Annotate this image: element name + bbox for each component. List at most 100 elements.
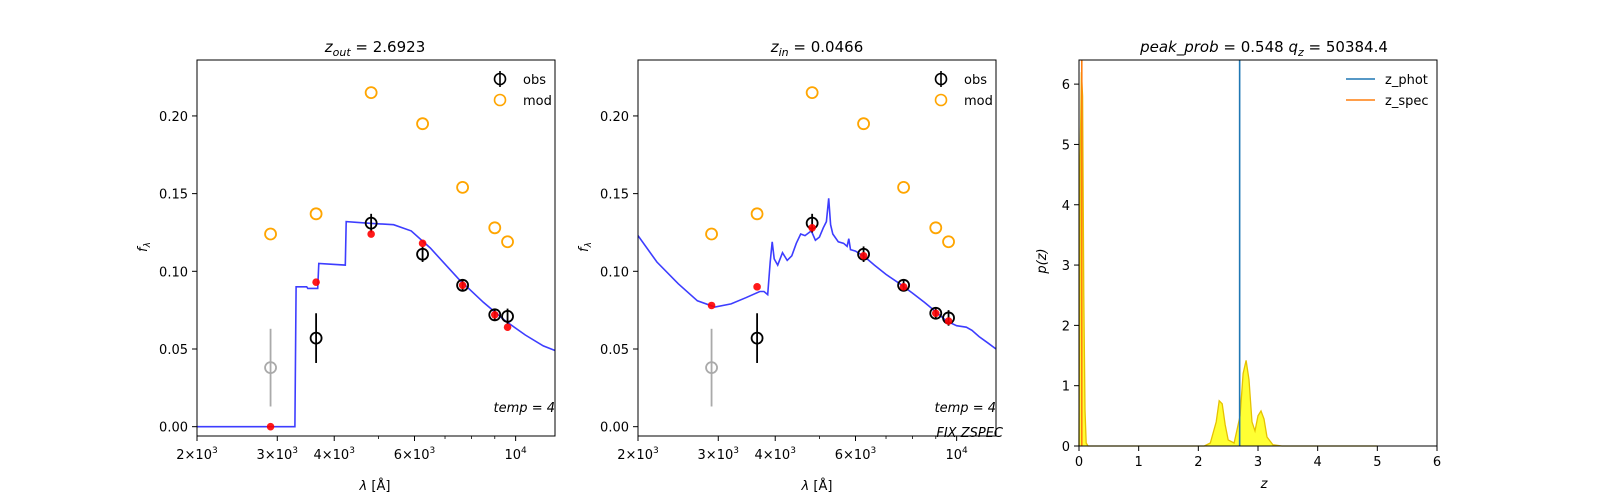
mod-marker: [501, 235, 514, 249]
y-tick-label: 0.00: [600, 421, 629, 436]
obs-marker: [750, 331, 764, 345]
obs-marker: [929, 306, 943, 320]
y-tick-label: 0.10: [600, 265, 629, 280]
pz-area: [1079, 72, 1378, 446]
mod-marker: [805, 86, 819, 100]
obs-excluded-marker: [705, 361, 718, 375]
axes-frame: [1078, 59, 1438, 447]
legend-mod-label: mod: [523, 94, 552, 109]
model-flux-dot: [931, 309, 940, 318]
y-tick-label: 3: [1062, 259, 1070, 274]
pz-curve: [1078, 72, 1378, 447]
obs-marker: [456, 278, 469, 292]
y-tick-label: 2: [1062, 319, 1070, 334]
x-tick-label: 1: [1135, 455, 1143, 470]
mod-marker: [416, 117, 429, 131]
x-tick-label: 5: [1373, 455, 1381, 470]
obs-marker: [501, 309, 514, 323]
annotation-temp: temp = 4: [494, 401, 555, 416]
model-flux-dot: [490, 311, 499, 319]
y-tick-label: 4: [1062, 199, 1070, 214]
y-axis-label: fλ: [577, 242, 594, 252]
legend-mod-marker: [493, 93, 507, 107]
mod-marker: [309, 207, 323, 221]
chart-title: zin = 0.0466: [770, 38, 864, 59]
obs-marker: [309, 331, 323, 345]
legend-obs-label: obs: [964, 73, 987, 88]
model-flux-dot: [944, 317, 953, 325]
model-flux-dot: [367, 230, 375, 238]
model-flux-dot: [859, 251, 868, 260]
template-spectrum-line: [197, 220, 555, 428]
y-tick-label: 0.05: [159, 343, 188, 358]
y-axis-label: fλ: [136, 242, 153, 252]
panel-zin: zin = 0.0466 λ [Å] fλ 2×103 3×103 4×103 6×1…: [577, 38, 1004, 494]
legend-obs-label: obs: [523, 73, 546, 88]
mod-marker: [456, 181, 469, 194]
legend-zspec-label: z_spec: [1385, 94, 1429, 109]
y-tick-label: 0.05: [600, 343, 629, 358]
x-axis-label: z: [1260, 477, 1269, 492]
mod-marker: [488, 221, 502, 235]
obs-marker: [364, 216, 378, 230]
y-tick-label: 0.15: [159, 188, 188, 203]
mod-marker: [897, 181, 910, 194]
model-flux-dot: [899, 283, 908, 291]
x-tick-label: 2×103: [617, 446, 658, 463]
obs-marker: [416, 247, 429, 261]
x-axis-label: λ [Å]: [801, 478, 833, 494]
legend-mod-label: mod: [964, 94, 993, 109]
x-tick-label: 0: [1075, 455, 1083, 470]
x-tick-label: 3: [1254, 455, 1262, 470]
y-tick-label: 0.10: [159, 265, 188, 280]
y-tick-label: 0.15: [600, 188, 629, 203]
annotation-fix-zspec: FIX ZSPEC: [936, 426, 1004, 441]
obs-marker: [857, 247, 870, 261]
y-tick-label: 1: [1062, 380, 1070, 395]
mod-marker: [705, 227, 718, 241]
legend: obs mod: [934, 71, 993, 109]
model-flux-dot: [707, 301, 716, 310]
panel-zout: zout = 2.6923 λ [Å] fλ 2×103 3×103 4×103 6×…: [136, 38, 556, 494]
y-tick-label: 0.20: [600, 110, 629, 125]
y-tick-label: 0.00: [159, 421, 188, 436]
panel-pz: peak_prob = 0.548 qz = 50384.4 z p(z) 0 1…: [1035, 38, 1441, 492]
template-spectrum-line: [638, 198, 996, 350]
x-tick-label: 4×103: [755, 446, 796, 463]
model-flux-dot: [503, 323, 512, 332]
legend: obs mod: [493, 71, 552, 109]
model-flux-dot: [266, 422, 275, 431]
obs-excluded-marker: [264, 361, 277, 375]
x-tick-label: 2×103: [176, 446, 217, 463]
y-tick-label: 5: [1062, 138, 1070, 153]
axes-frame: [196, 59, 556, 437]
x-tick-label: 2: [1194, 455, 1202, 470]
y-tick-label: 0: [1062, 440, 1070, 455]
axes-frame: [637, 59, 997, 437]
mod-marker: [942, 235, 955, 249]
obs-marker: [488, 308, 502, 322]
model-flux-dot: [312, 278, 320, 286]
x-tick-label: 104: [504, 446, 527, 463]
obs-marker: [897, 278, 910, 292]
y-tick-label: 0.20: [159, 110, 188, 125]
model-flux-dot: [418, 239, 427, 248]
mod-marker: [857, 117, 870, 131]
x-tick-label: 3×103: [698, 446, 739, 463]
legend: z_phot z_spec: [1346, 73, 1429, 109]
chart-title: peak_prob = 0.548 qz = 50384.4: [1139, 38, 1388, 59]
x-tick-label: 6: [1433, 455, 1441, 470]
x-tick-label: 3×103: [257, 446, 298, 463]
mod-marker: [929, 221, 943, 235]
y-axis-label: p(z): [1035, 248, 1050, 274]
legend-mod-marker: [934, 93, 948, 107]
model-flux-dot: [808, 224, 816, 232]
x-tick-label: 4: [1314, 455, 1322, 470]
y-tick-label: 6: [1062, 78, 1070, 93]
model-flux-dot: [458, 281, 467, 290]
model-flux-dot: [753, 283, 761, 291]
mod-marker: [364, 86, 378, 100]
x-tick-label: 104: [945, 446, 968, 463]
annotation-temp: temp = 4: [935, 401, 996, 416]
